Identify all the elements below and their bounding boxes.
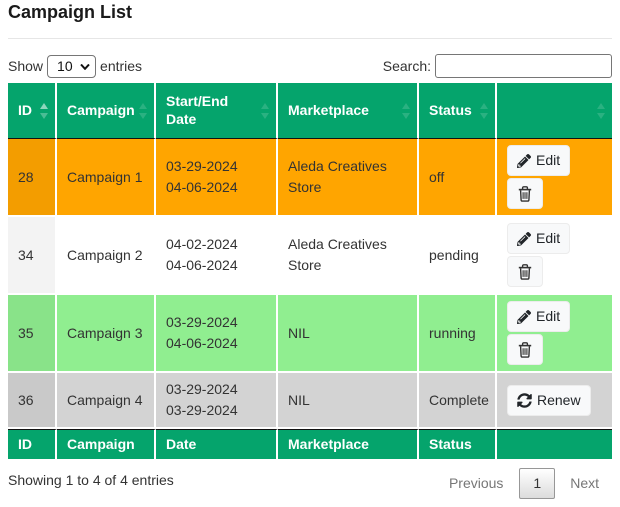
previous-button[interactable]: Previous bbox=[448, 475, 504, 491]
table-info: Showing 1 to 4 of 4 entries bbox=[8, 472, 174, 488]
pencil-icon bbox=[517, 153, 531, 168]
cell-status: pending bbox=[419, 217, 497, 295]
campaign-list-page: Campaign List Show 10 entries Search: ID… bbox=[8, 2, 612, 499]
table-body: 28 Campaign 1 03-29-2024 04-06-2024 Aled… bbox=[8, 139, 612, 429]
page-length-select[interactable]: 10 bbox=[47, 54, 97, 78]
cell-status: off bbox=[419, 139, 497, 217]
renew-button-label: Renew bbox=[537, 391, 581, 408]
renew-button[interactable]: Renew bbox=[507, 384, 591, 416]
table-row: 36 Campaign 4 03-29-2024 03-29-2024 NIL … bbox=[8, 373, 612, 429]
edit-button-label: Edit bbox=[536, 152, 561, 168]
show-label: Show bbox=[8, 58, 44, 74]
cell-campaign: Campaign 3 bbox=[57, 295, 156, 373]
column-header-label: Status bbox=[429, 102, 472, 118]
cell-dates: 03-29-2024 04-06-2024 bbox=[156, 295, 278, 373]
search-control: Search: bbox=[383, 54, 612, 78]
cell-campaign: Campaign 2 bbox=[57, 217, 156, 295]
column-header-start-end-date[interactable]: Start/End Date bbox=[156, 83, 278, 139]
cell-actions: Renew bbox=[497, 373, 612, 429]
cell-campaign: Campaign 4 bbox=[57, 373, 156, 429]
delete-button[interactable] bbox=[507, 334, 543, 365]
sort-icon bbox=[139, 102, 148, 119]
sort-icon bbox=[40, 102, 49, 119]
delete-button[interactable] bbox=[507, 256, 543, 287]
pencil-icon bbox=[517, 309, 531, 324]
sort-icon bbox=[480, 102, 489, 119]
search-label: Search: bbox=[382, 58, 431, 74]
edit-button[interactable]: Edit bbox=[507, 301, 571, 332]
trash-icon bbox=[518, 185, 532, 202]
table-row: 34 Campaign 2 04-02-2024 04-06-2024 Aled… bbox=[8, 217, 612, 295]
column-header-label: Start/End Date bbox=[166, 93, 229, 127]
column-header-actions[interactable] bbox=[497, 83, 612, 139]
trash-icon bbox=[518, 263, 532, 280]
column-header-marketplace[interactable]: Marketplace bbox=[278, 83, 419, 139]
table-row: 28 Campaign 1 03-29-2024 04-06-2024 Aled… bbox=[8, 139, 612, 217]
cell-status: running bbox=[419, 295, 497, 373]
delete-button[interactable] bbox=[507, 178, 543, 209]
cell-marketplace: NIL bbox=[278, 295, 419, 373]
footer-id: ID bbox=[8, 429, 57, 459]
column-header-id[interactable]: ID bbox=[8, 83, 57, 139]
column-header-label: Campaign bbox=[67, 102, 135, 118]
cell-dates: 03-29-2024 04-06-2024 bbox=[156, 139, 278, 217]
entries-label: entries bbox=[100, 58, 143, 74]
footer-status: Status bbox=[419, 429, 497, 459]
table-row: 35 Campaign 3 03-29-2024 04-06-2024 NIL … bbox=[8, 295, 612, 373]
page-title: Campaign List bbox=[8, 2, 133, 22]
next-button[interactable]: Next bbox=[570, 475, 599, 491]
pencil-icon bbox=[517, 231, 531, 246]
footer-date: Date bbox=[156, 429, 278, 459]
cell-dates: 03-29-2024 03-29-2024 bbox=[156, 373, 278, 429]
cell-id: 35 bbox=[8, 295, 57, 373]
footer-actions bbox=[497, 429, 612, 459]
cell-actions: Edit bbox=[497, 295, 612, 373]
table-footer-row: ID Campaign Date Marketplace Status bbox=[8, 429, 612, 459]
sort-icon bbox=[261, 102, 270, 119]
table-footer-bar: Showing 1 to 4 of 4 entries Previous 1 N… bbox=[8, 459, 612, 499]
page-length-select-wrap: 10 bbox=[47, 54, 97, 78]
search-input[interactable] bbox=[435, 54, 612, 78]
cell-dates: 04-02-2024 04-06-2024 bbox=[156, 217, 278, 295]
sort-icon bbox=[402, 102, 411, 119]
cell-status: Complete bbox=[419, 373, 497, 429]
page-1-button[interactable]: 1 bbox=[519, 468, 556, 499]
column-header-label: ID bbox=[18, 102, 32, 118]
edit-button[interactable]: Edit bbox=[507, 223, 571, 254]
cell-actions: Edit bbox=[497, 217, 612, 295]
column-header-status[interactable]: Status bbox=[419, 83, 497, 139]
edit-button[interactable]: Edit bbox=[507, 145, 571, 176]
cell-campaign: Campaign 1 bbox=[57, 139, 156, 217]
cell-marketplace: NIL bbox=[278, 373, 419, 429]
table-controls: Show 10 entries Search: bbox=[8, 54, 612, 78]
cell-marketplace: Aleda Creatives Store bbox=[278, 139, 419, 217]
column-header-label: Marketplace bbox=[288, 102, 369, 118]
cell-id: 34 bbox=[8, 217, 57, 295]
page-length-control: Show 10 entries bbox=[8, 54, 143, 78]
title-divider bbox=[8, 38, 612, 39]
column-header-campaign[interactable]: Campaign bbox=[57, 83, 156, 139]
refresh-icon bbox=[517, 392, 532, 408]
edit-button-label: Edit bbox=[536, 230, 561, 246]
cell-id: 36 bbox=[8, 373, 57, 429]
footer-marketplace: Marketplace bbox=[278, 429, 419, 459]
cell-marketplace: Aleda Creatives Store bbox=[278, 217, 419, 295]
campaign-table: ID Campaign Start/End Date Marketplace S… bbox=[8, 83, 612, 459]
edit-button-label: Edit bbox=[536, 308, 561, 324]
cell-id: 28 bbox=[8, 139, 57, 217]
cell-actions: Edit bbox=[497, 139, 612, 217]
table-header: ID Campaign Start/End Date Marketplace S… bbox=[8, 83, 612, 139]
sort-icon bbox=[597, 102, 606, 119]
trash-icon bbox=[518, 341, 532, 358]
footer-campaign: Campaign bbox=[57, 429, 156, 459]
pagination: Previous 1 Next bbox=[434, 459, 612, 499]
